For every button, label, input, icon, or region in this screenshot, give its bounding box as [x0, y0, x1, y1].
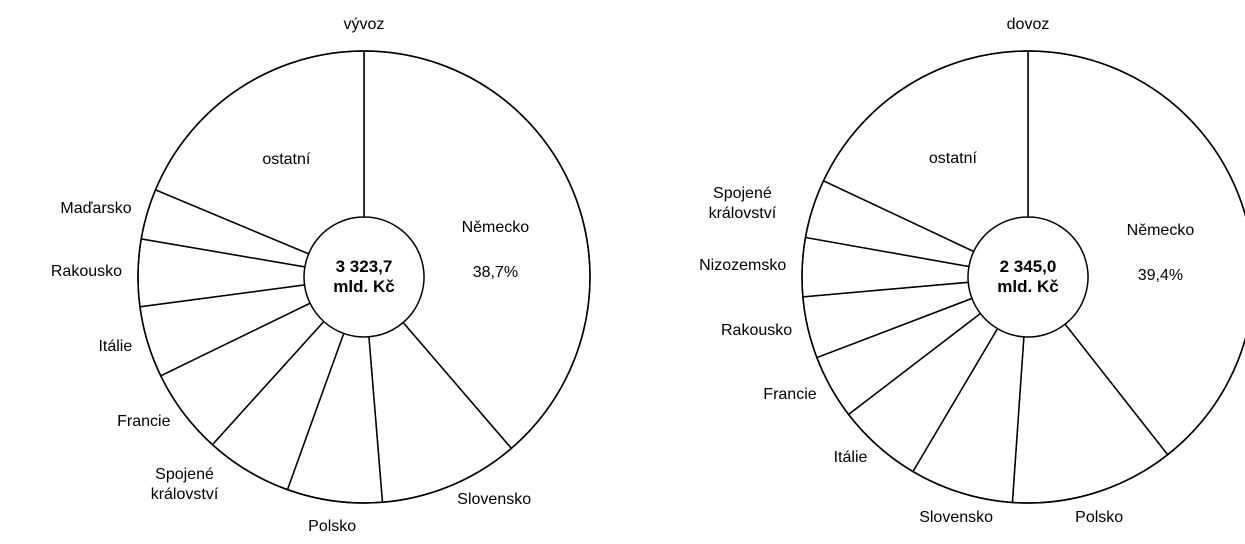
slice-label: Itálie: [98, 337, 133, 355]
outline: [137, 50, 591, 504]
slice-label: Itálie: [833, 449, 868, 467]
slice-label: Spojené království: [150, 465, 219, 503]
slice-label: Maďarsko: [60, 200, 132, 218]
slice-label: Francie: [763, 385, 817, 403]
slice-label: Rakousko: [50, 263, 123, 281]
chart-title: vývoz: [343, 16, 385, 33]
value-label: 38,7%: [472, 264, 519, 282]
slice-label: Francie: [117, 413, 171, 431]
value-label: 39,4%: [1137, 267, 1184, 285]
center-label: mld. Kč: [333, 277, 395, 296]
slice-label: Rakousko: [721, 322, 793, 340]
slice-label: Spojené království: [708, 184, 777, 222]
slice-label: Polsko: [308, 517, 357, 535]
slice-label: Německo: [461, 219, 530, 237]
center-label: mld. Kč: [997, 277, 1059, 296]
slice-label: Nizozemsko: [699, 257, 787, 275]
slice-label: Slovensko: [457, 491, 532, 509]
slice-label: ostatní: [262, 151, 311, 169]
slice-label: ostatní: [928, 149, 977, 167]
center-label: 3 323,7: [335, 257, 393, 276]
outline: [801, 50, 1245, 504]
slice-label: Slovensko: [919, 509, 994, 527]
slice-label: Německo: [1126, 222, 1195, 240]
center-label: 2 345,0: [999, 257, 1057, 276]
chart-title: dovoz: [1006, 16, 1050, 33]
slice-label: Polsko: [1075, 509, 1124, 527]
